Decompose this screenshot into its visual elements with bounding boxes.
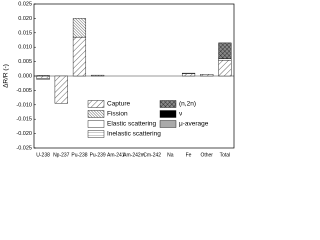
y-tick-label: -0.025 [16,145,32,151]
bar-segment [36,75,50,77]
legend-label: Elastic scattering [107,121,157,128]
x-tick-label: Pu-239 [90,152,106,158]
legend-label: ν [179,111,182,118]
x-tick-label: Other [200,152,213,158]
y-axis-label: ΔR/R (-) [3,64,10,88]
bar-segment [218,59,232,77]
legend-swatch [159,120,177,128]
x-tick-label: Total [220,152,231,158]
legend-swatch [87,100,105,108]
legend-label: (n,2n) [179,101,196,108]
legend-swatch [159,110,177,118]
x-tick-label: Cm-242 [143,152,161,158]
bar-segment [218,42,232,59]
bar-segment [91,74,105,77]
y-tick-label: -0.020 [16,131,32,137]
y-tick-label: 0.005 [18,59,32,65]
y-tick-label: -0.005 [16,88,32,94]
legend-swatch [159,100,177,108]
x-tick-label: Am-241 [107,152,125,158]
chart: ΔR/R (-) -0.025 -0.020 -0.015 -0.010 -0.005 0… [3,1,235,158]
x-tick-label: Np-237 [53,152,70,158]
bar-segment [218,58,232,61]
y-tick-label: 0.015 [18,30,32,36]
bar-segment [72,18,87,38]
bar-segment [54,75,68,104]
bar-segment [36,75,50,79]
y-tick-label: 0.010 [18,45,32,51]
y-tick-label: -0.010 [16,102,32,108]
bar-segment [200,74,214,77]
x-tick-label: Fe [186,152,192,158]
legend-label: Inelastic scattering [107,131,161,138]
x-tick-label: U-238 [36,152,50,158]
y-tick-label: 0.020 [18,16,32,22]
bar-segment [72,36,87,77]
bar-segment [181,73,196,77]
y-tick-label: -0.015 [16,117,32,123]
legend-swatch [87,130,105,138]
y-tick-label: 0.025 [18,1,32,7]
legend-label: μ-average [179,121,209,128]
x-tick-label: Am-242m [123,152,145,158]
legend-swatch [87,120,105,128]
y-tick-label: 0.000 [18,73,32,79]
x-tick-label: Pu-238 [71,152,87,158]
x-tick-label: Na [167,152,174,158]
bar-segment [181,72,196,74]
legend-swatch [87,110,105,118]
legend-label: Fission [107,111,128,118]
legend-label: Capture [107,101,131,108]
plot-frame [33,3,235,149]
bar-segment [36,78,50,80]
